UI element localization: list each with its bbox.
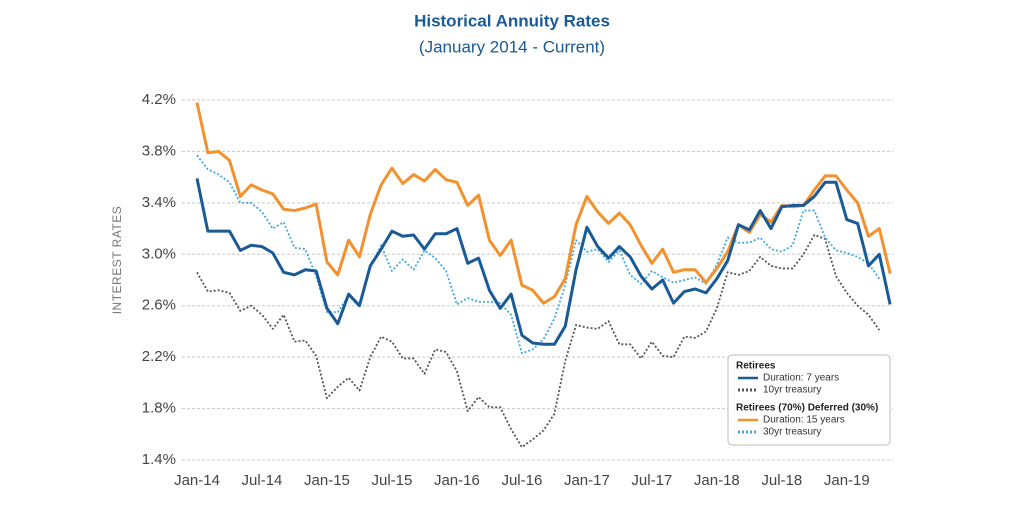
x-tick-label: Jul-15: [372, 472, 413, 489]
y-tick-label: 1.4%: [142, 451, 176, 468]
legend-title: Retirees (70%) Deferred (30%): [736, 403, 878, 414]
x-tick-label: Jan-18: [694, 472, 740, 489]
y-axis-title: INTEREST RATES: [110, 206, 124, 315]
chart-title: Historical Annuity Rates: [414, 11, 610, 30]
y-tick-label: 3.4%: [142, 194, 176, 211]
x-tick-label: Jul-16: [501, 472, 542, 489]
x-tick-label: Jan-19: [824, 472, 870, 489]
x-tick-label: Jan-15: [304, 472, 350, 489]
legend-label: Duration: 15 years: [763, 415, 845, 426]
x-tick-label: Jan-14: [174, 472, 220, 489]
y-tick-label: 4.2%: [142, 91, 176, 108]
legend-label: Duration: 7 years: [763, 373, 839, 384]
x-tick-label: Jan-17: [564, 472, 610, 489]
series-line: [196, 234, 881, 449]
x-tick-label: Jan-16: [434, 472, 480, 489]
x-tick-label: Jul-17: [631, 472, 672, 489]
x-tick-label: Jul-14: [242, 472, 283, 489]
y-tick-label: 2.2%: [142, 348, 176, 365]
chart-subtitle: (January 2014 - Current): [419, 37, 605, 56]
series-line: [195, 102, 892, 305]
legend-box: [727, 354, 891, 446]
y-tick-label: 3.8%: [142, 142, 176, 159]
legend-label: 10yr treasury: [763, 385, 821, 396]
series-line: [195, 178, 892, 346]
x-tick-label: Jul-18: [761, 472, 802, 489]
y-tick-label: 3.0%: [142, 245, 176, 262]
legend-title: Retirees: [736, 361, 776, 372]
y-tick-label: 1.8%: [142, 400, 176, 417]
y-tick-label: 2.6%: [142, 297, 176, 314]
legend-label: 30yr treasury: [763, 427, 821, 438]
